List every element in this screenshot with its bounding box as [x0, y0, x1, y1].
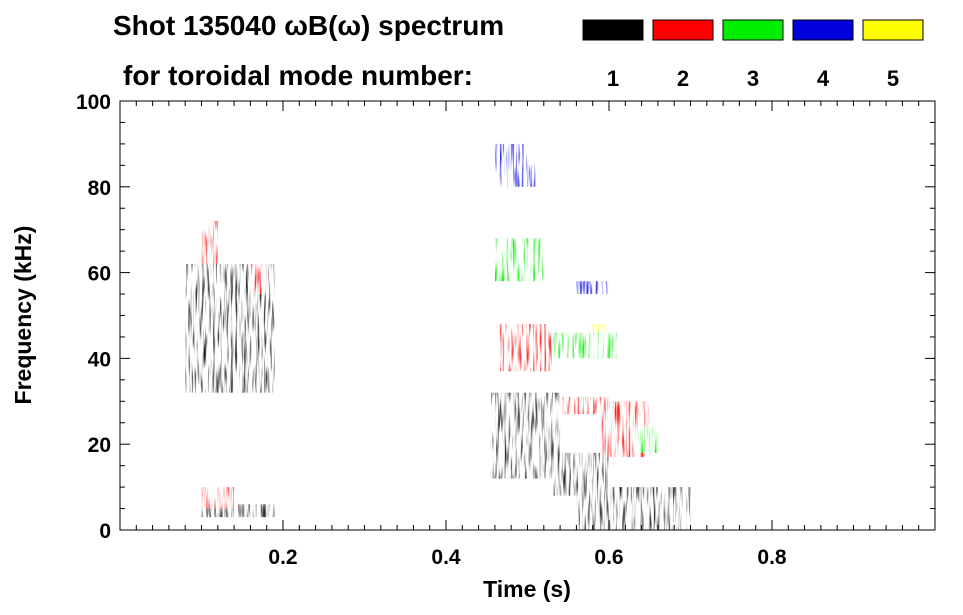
y-tick-label: 20 — [88, 434, 111, 457]
axis-ticks — [120, 101, 935, 530]
spectral-region-mode-2-3 — [201, 487, 235, 509]
chart-title: Shot 135040 ωB(ω) spectrum for toroidal … — [113, 10, 504, 91]
spectral-region-mode-2-5 — [560, 397, 609, 415]
y-tick-label: 80 — [88, 177, 111, 200]
y-tick-label: 40 — [88, 348, 111, 371]
spectral-region-mode-1-3 — [490, 392, 561, 479]
legend-swatch-mode-2 — [652, 19, 714, 41]
y-tick-label: 60 — [88, 263, 111, 286]
spectral-region-mode-3-2 — [551, 332, 618, 359]
y-tick-label: 0 — [99, 520, 111, 543]
y-tick-label: 100 — [76, 91, 111, 114]
legend-label-mode-3: 3 — [747, 66, 759, 91]
spectral-region-mode-2-2 — [250, 264, 267, 295]
y-axis-label: Frequency (kHz) — [10, 226, 36, 405]
legend: 1 2 3 4 5 — [582, 19, 924, 91]
legend-swatch-mode-4 — [792, 19, 854, 41]
spectral-region-mode-1-5 — [576, 487, 691, 530]
legend-swatch-mode-5 — [862, 19, 924, 41]
spectral-region-mode-2-4 — [498, 324, 552, 372]
x-tick-label: 0.8 — [757, 546, 787, 569]
legend-label-mode-4: 4 — [817, 66, 830, 91]
x-tick-label: 0.6 — [594, 546, 623, 569]
x-tick-label: 0.2 — [268, 546, 297, 569]
legend-swatch-mode-3 — [722, 19, 784, 41]
legend-label-mode-5: 5 — [887, 66, 899, 91]
spectral-region-mode-3-3 — [633, 427, 658, 453]
x-axis-label: Time (s) — [483, 576, 571, 602]
legend-swatch-mode-1 — [582, 19, 644, 41]
x-tick-label: 0.4 — [431, 546, 461, 569]
spectral-region-mode-3-1 — [494, 238, 544, 282]
title-line-1: Shot 135040 ωB(ω) spectrum — [113, 10, 504, 41]
legend-label-mode-2: 2 — [677, 66, 689, 91]
spectral-region-mode-4-2 — [576, 281, 609, 295]
title-line-2: for toroidal mode number: — [123, 60, 473, 91]
spectral-region-mode-4-1 — [494, 143, 536, 187]
plot-area — [119, 100, 936, 531]
spectral-region-mode-5-1 — [588, 324, 609, 333]
legend-label-mode-1: 1 — [607, 66, 619, 91]
spectral-region-mode-2-1 — [201, 221, 218, 265]
